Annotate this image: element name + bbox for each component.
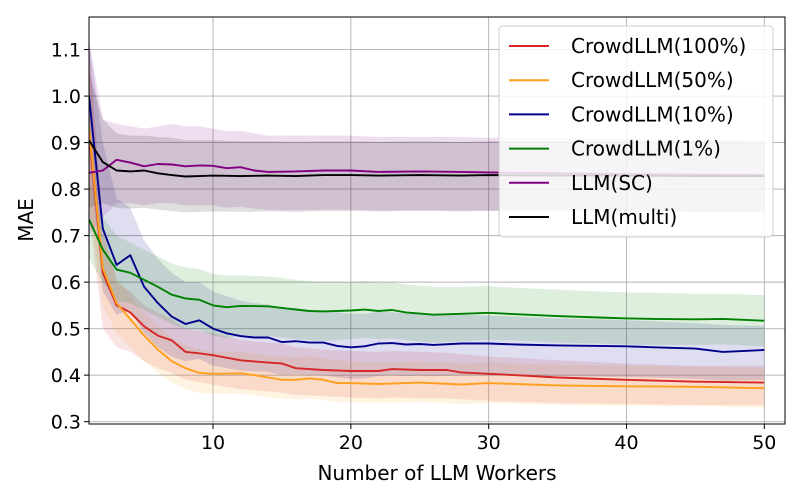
band-crowdllm-1 [89,179,765,347]
legend-label-crowdllm-1: CrowdLLM(1%) [571,137,721,161]
line-llm-sc [89,158,765,177]
y-tick-label: 0.9 [51,133,81,155]
legend-label-crowdllm-50: CrowdLLM(50%) [571,68,734,92]
band-crowdllm-100 [89,40,765,406]
y-tick-label: 0.5 [51,319,81,341]
legend-label-crowdllm-10: CrowdLLM(10%) [571,102,734,126]
y-tick-label: 1.0 [51,86,81,108]
legend: CrowdLLM(100%) CrowdLLM(50%) CrowdLLM(10%)… [498,25,774,238]
y-tick-label: 0.8 [51,179,81,201]
line-crowdllm-1 [89,218,765,322]
y-tick-label: 0.7 [51,226,81,248]
legend-label-crowdllm-100: CrowdLLM(100%) [571,34,746,58]
line-crowdllm-50 [89,128,765,390]
band-crowdllm-10 [89,40,765,381]
axis-ticks: 10 20 30 40 50 0.3 0.4 0.5 0.6 0.7 0.8 0.9 1.0 1.1 [51,40,777,454]
x-tick-label: 10 [201,432,225,454]
x-tick-label: 20 [339,432,363,454]
y-tick-label: 1.1 [51,40,81,62]
band-crowdllm-50 [89,49,765,408]
legend-label-llm-multi: LLM(multi) [571,205,677,229]
y-tick-label: 0.4 [51,365,81,387]
y-tick-label: 0.6 [51,272,81,294]
x-tick-label: 30 [477,432,501,454]
line-crowdllm-100 [89,133,765,384]
legend-label-llm-sc: LLM(SC) [571,171,653,195]
series-lines [89,96,765,390]
y-axis-label: MAE [14,198,38,242]
y-tick-label: 0.3 [51,412,81,434]
x-tick-label: 50 [752,432,776,454]
line-crowdllm-10 [89,96,765,353]
legend-frame [498,25,774,238]
x-tick-label: 40 [614,432,638,454]
plot-frame [88,16,786,425]
x-axis-label: Number of LLM Workers [317,461,556,485]
